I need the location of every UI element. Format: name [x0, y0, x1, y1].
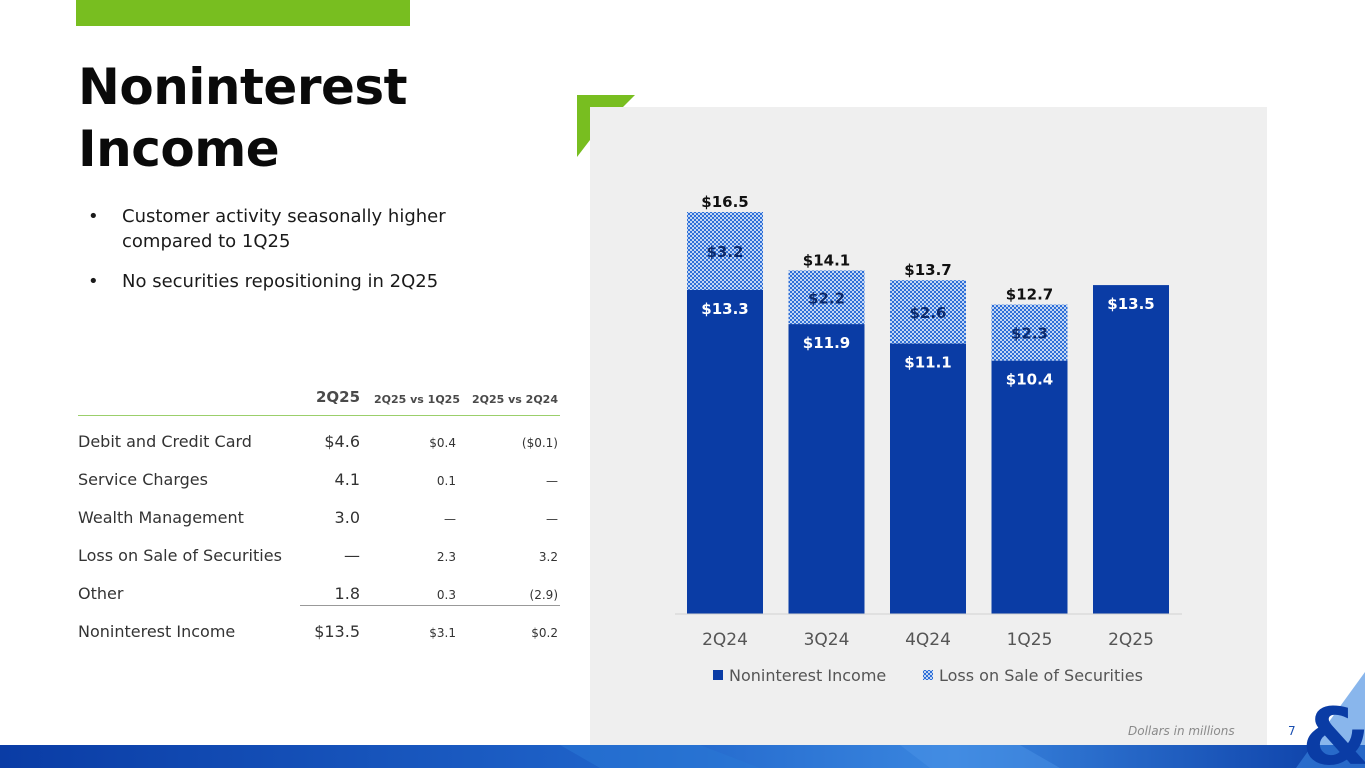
cell-2q25: 3.0	[334, 508, 360, 527]
footnote: Dollars in millions	[1128, 724, 1235, 738]
x-tick-label: 2Q24	[702, 630, 748, 650]
ampersand-logo-icon: &	[1296, 672, 1365, 768]
data-label-noninterest-income: $13.3	[701, 300, 748, 318]
table-row: Loss on Sale of Securities — 2.3 3.2	[78, 530, 560, 568]
corner-accent-icon	[577, 95, 635, 157]
bar-loss-on-sale-2Q24	[687, 212, 763, 290]
cell-vs-1q25: $3.1	[429, 626, 456, 640]
table-header: 2Q25 2Q25 vs 1Q25 2Q25 vs 2Q24	[78, 380, 560, 416]
svg-text:&: &	[1302, 693, 1365, 768]
column-header-vs-1q25: 2Q25 vs 1Q25	[373, 393, 460, 406]
cell-vs-2q24: —	[546, 512, 558, 526]
data-label-loss-on-sale: $2.6	[909, 304, 946, 322]
bullet-glyph: •	[88, 271, 99, 292]
data-label-total: $14.1	[803, 251, 850, 269]
data-label-loss-on-sale: $2.2	[808, 289, 845, 307]
row-label: Wealth Management	[78, 508, 244, 527]
data-label-noninterest-income: $13.5	[1107, 295, 1154, 313]
row-label: Debit and Credit Card	[78, 432, 252, 451]
row-label: Loss on Sale of Securities	[78, 546, 282, 565]
top-accent-bar	[76, 0, 410, 26]
stacked-bar-chart: $13.3 $3.2 $16.5 2Q24 $11.9 $2.2 $14.1 3Q24 $11.…	[675, 193, 1182, 685]
bullet-item: • Customer activity seasonally higher com…	[88, 204, 508, 254]
bar-noninterest-income-1Q25	[991, 360, 1068, 614]
bar-noninterest-income-4Q24	[890, 343, 966, 614]
column-header-2q25: 2Q25	[315, 388, 360, 406]
bar-loss-on-sale-1Q25	[991, 304, 1068, 361]
bar-noninterest-income-2Q24	[687, 289, 763, 614]
row-label: Noninterest Income	[78, 622, 236, 641]
data-label-noninterest-income: $11.9	[803, 334, 850, 352]
cell-vs-2q24: (2.9)	[529, 588, 558, 602]
bar-loss-on-sale-4Q24	[890, 280, 966, 344]
bullet-list: • Customer activity seasonally higher com…	[88, 204, 508, 309]
page-title: Noninterest Income	[78, 58, 408, 178]
table-row: Other 1.8 0.3 (2.9)	[78, 568, 560, 606]
bottom-band	[0, 745, 1365, 768]
income-table: 2Q25 2Q25 vs 1Q25 2Q25 vs 2Q24 Debit and…	[78, 380, 560, 644]
chart-panel: $13.3 $3.2 $16.5 2Q24 $11.9 $2.2 $14.1 3Q24 $11.…	[590, 107, 1267, 747]
legend-swatch-loss-on-sale	[923, 670, 933, 680]
bar-noninterest-income-2Q25	[1093, 285, 1169, 614]
cell-vs-1q25: —	[444, 512, 456, 526]
x-tick-label: 3Q24	[804, 630, 850, 650]
data-label-total: $13.7	[904, 261, 951, 279]
table-row: Service Charges 4.1 0.1 —	[78, 454, 560, 492]
bullet-item: • No securities repositioning in 2Q25	[88, 269, 508, 294]
data-label-total: $12.7	[1006, 286, 1053, 304]
legend-swatch-noninterest-income	[713, 670, 723, 680]
cell-vs-2q24: $0.2	[531, 626, 558, 640]
bar-loss-on-sale-3Q24	[788, 270, 865, 325]
row-label: Other	[78, 584, 124, 603]
legend-label-noninterest-income: Noninterest Income	[729, 666, 886, 685]
table-row: Wealth Management 3.0 — —	[78, 492, 560, 530]
table-row: Debit and Credit Card $4.6 $0.4 ($0.1)	[78, 416, 560, 454]
data-label-loss-on-sale: $2.3	[1011, 325, 1048, 343]
cell-vs-1q25: 2.3	[436, 550, 456, 564]
cell-vs-1q25: $0.4	[429, 436, 456, 450]
column-header-vs-2q24: 2Q25 vs 2Q24	[471, 393, 558, 406]
x-tick-label: 2Q25	[1108, 630, 1154, 650]
cell-vs-1q25: 0.1	[436, 474, 456, 488]
table-row-total: Noninterest Income $13.5 $3.1 $0.2	[78, 606, 560, 644]
data-label-noninterest-income: $11.1	[904, 354, 951, 372]
page-number: 7	[1288, 724, 1296, 738]
x-tick-label: 1Q25	[1007, 630, 1053, 650]
data-label-loss-on-sale: $3.2	[706, 243, 743, 261]
cell-2q25: $4.6	[324, 432, 360, 451]
cell-vs-2q24: 3.2	[538, 550, 558, 564]
row-label: Service Charges	[78, 470, 208, 489]
cell-2q25: 1.8	[334, 584, 360, 603]
chart-legend: Noninterest Income Loss on Sale of Secur…	[713, 666, 1143, 685]
legend-label-loss-on-sale: Loss on Sale of Securities	[939, 666, 1143, 685]
cell-2q25: —	[344, 546, 360, 565]
bar-noninterest-income-3Q24	[788, 324, 865, 614]
bullet-glyph: •	[88, 206, 99, 227]
data-label-noninterest-income: $10.4	[1006, 371, 1053, 389]
cell-vs-1q25: 0.3	[436, 588, 456, 602]
data-label-total: $16.5	[701, 193, 748, 211]
cell-vs-2q24: —	[546, 474, 558, 488]
cell-vs-2q24: ($0.1)	[521, 436, 558, 450]
bullet-text: Customer activity seasonally higher comp…	[122, 206, 446, 252]
cell-2q25: 4.1	[334, 470, 360, 489]
x-tick-label: 4Q24	[905, 630, 951, 650]
cell-2q25: $13.5	[314, 622, 360, 641]
bullet-text: No securities repositioning in 2Q25	[122, 271, 439, 292]
